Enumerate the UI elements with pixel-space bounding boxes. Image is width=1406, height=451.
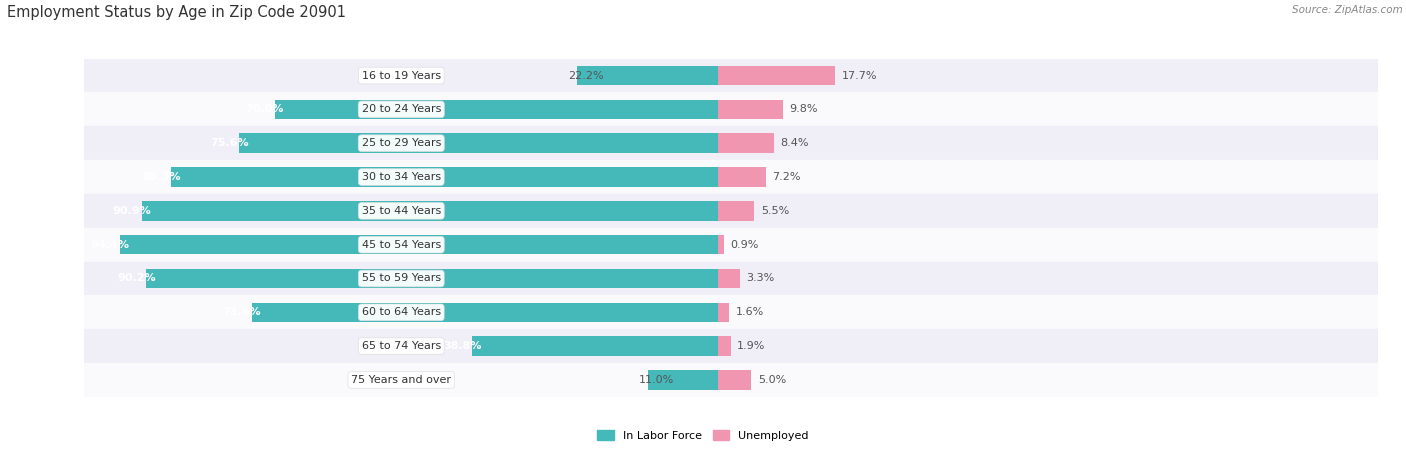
Bar: [84, 92, 718, 126]
Text: 73.6%: 73.6%: [222, 307, 262, 318]
Bar: [718, 133, 773, 153]
Text: 20 to 24 Years: 20 to 24 Years: [361, 104, 441, 115]
Bar: [718, 66, 835, 85]
Bar: [718, 370, 751, 390]
Text: 1.9%: 1.9%: [737, 341, 766, 351]
Text: 65 to 74 Years: 65 to 74 Years: [361, 341, 441, 351]
Text: 35 to 44 Years: 35 to 44 Years: [361, 206, 441, 216]
Text: 1.6%: 1.6%: [735, 307, 763, 318]
Bar: [718, 59, 1378, 92]
Bar: [718, 295, 1378, 329]
Bar: [718, 303, 728, 322]
Text: 94.4%: 94.4%: [90, 239, 129, 250]
Bar: [84, 363, 718, 397]
Bar: [718, 160, 1378, 194]
Text: 70.0%: 70.0%: [246, 104, 284, 115]
Bar: [718, 235, 724, 254]
Text: 90.2%: 90.2%: [117, 273, 156, 284]
Legend: In Labor Force, Unemployed: In Labor Force, Unemployed: [593, 426, 813, 446]
Bar: [84, 160, 718, 194]
Text: 25 to 29 Years: 25 to 29 Years: [361, 138, 441, 148]
Text: 5.5%: 5.5%: [761, 206, 789, 216]
Text: 9.8%: 9.8%: [789, 104, 818, 115]
Bar: [84, 228, 718, 262]
Bar: [84, 194, 718, 228]
Bar: [120, 235, 718, 254]
Bar: [84, 329, 718, 363]
Bar: [146, 269, 718, 288]
Bar: [718, 336, 731, 356]
Bar: [718, 228, 1378, 262]
Text: 3.3%: 3.3%: [747, 273, 775, 284]
Bar: [718, 167, 766, 187]
Bar: [84, 126, 718, 160]
Bar: [718, 269, 740, 288]
Bar: [718, 126, 1378, 160]
Bar: [718, 262, 1378, 295]
Bar: [718, 194, 1378, 228]
Bar: [84, 262, 718, 295]
Text: Employment Status by Age in Zip Code 20901: Employment Status by Age in Zip Code 209…: [7, 5, 346, 19]
Bar: [718, 329, 1378, 363]
Text: 22.2%: 22.2%: [568, 70, 603, 81]
Text: 55 to 59 Years: 55 to 59 Years: [361, 273, 441, 284]
Text: 45 to 54 Years: 45 to 54 Years: [361, 239, 441, 250]
Bar: [239, 133, 718, 153]
Text: 8.4%: 8.4%: [780, 138, 808, 148]
Text: 11.0%: 11.0%: [638, 375, 675, 385]
Text: 30 to 34 Years: 30 to 34 Years: [361, 172, 441, 182]
Text: 86.3%: 86.3%: [142, 172, 181, 182]
Bar: [84, 59, 718, 92]
Bar: [172, 167, 718, 187]
Bar: [472, 336, 718, 356]
Text: 17.7%: 17.7%: [842, 70, 877, 81]
Bar: [648, 370, 718, 390]
Bar: [718, 100, 783, 119]
Text: 0.9%: 0.9%: [731, 239, 759, 250]
Text: 90.9%: 90.9%: [112, 206, 152, 216]
Bar: [252, 303, 718, 322]
Text: Source: ZipAtlas.com: Source: ZipAtlas.com: [1292, 5, 1403, 14]
Bar: [578, 66, 718, 85]
Bar: [718, 363, 1378, 397]
Bar: [142, 201, 718, 221]
Bar: [84, 295, 718, 329]
Bar: [718, 92, 1378, 126]
Text: 5.0%: 5.0%: [758, 375, 786, 385]
Text: 60 to 64 Years: 60 to 64 Years: [361, 307, 441, 318]
Text: 75 Years and over: 75 Years and over: [352, 375, 451, 385]
Bar: [718, 201, 755, 221]
Text: 16 to 19 Years: 16 to 19 Years: [361, 70, 441, 81]
Text: 38.8%: 38.8%: [443, 341, 482, 351]
Text: 75.6%: 75.6%: [209, 138, 249, 148]
Text: 7.2%: 7.2%: [772, 172, 801, 182]
Bar: [274, 100, 718, 119]
